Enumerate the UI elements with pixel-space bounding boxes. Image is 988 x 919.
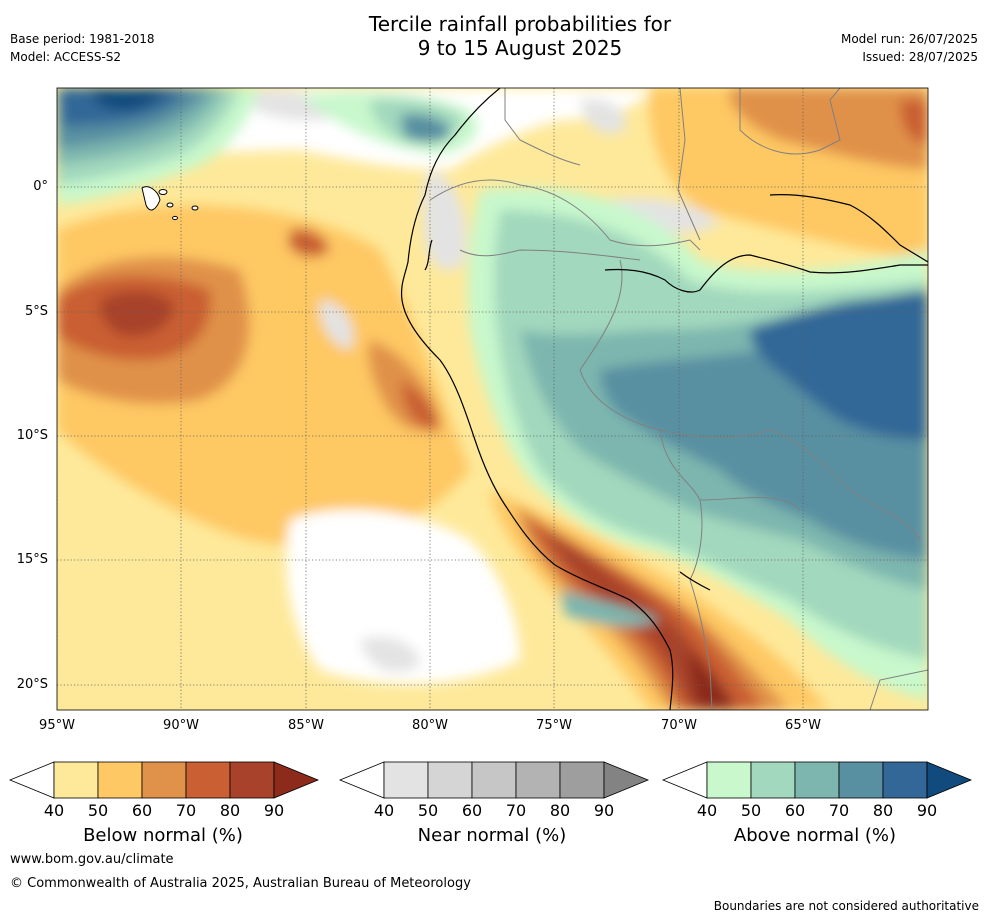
website-link: www.bom.gov.au/climate bbox=[10, 852, 174, 867]
near-normal-tick-40: 40 bbox=[373, 801, 395, 820]
below-normal-tick-50: 50 bbox=[87, 801, 109, 820]
model-name: Model: ACCESS-S2 bbox=[10, 50, 122, 64]
below-normal-tick-60: 60 bbox=[131, 801, 153, 820]
below-normal-tick-70: 70 bbox=[175, 801, 197, 820]
galapagos-islands bbox=[141, 186, 199, 221]
colorbar-near-normal bbox=[338, 761, 650, 799]
country-borders bbox=[429, 88, 928, 710]
issued-date: Issued: 28/07/2025 bbox=[862, 50, 978, 64]
below-normal-tick-40: 40 bbox=[43, 801, 65, 820]
above-normal-tick-50: 50 bbox=[740, 801, 762, 820]
lat-tick-10s: 10°S bbox=[16, 428, 48, 443]
below-normal-tick-80: 80 bbox=[219, 801, 241, 820]
lat-tick-15s: 15°S bbox=[16, 552, 48, 567]
above-normal-label: Above normal (%) bbox=[733, 825, 897, 846]
above-normal-tick-60: 60 bbox=[784, 801, 806, 820]
title-line-2: 9 to 15 August 2025 bbox=[417, 36, 623, 60]
map-panel bbox=[57, 88, 928, 710]
model-run: Model run: 26/07/2025 bbox=[840, 32, 978, 46]
page-title: Tercile rainfall probabilities for 9 to … bbox=[0, 12, 988, 60]
lon-tick-95w: 95°W bbox=[39, 718, 75, 733]
lon-tick-75w: 75°W bbox=[536, 718, 572, 733]
above-normal-tick-90: 90 bbox=[916, 801, 938, 820]
above-normal-tick-40: 40 bbox=[696, 801, 718, 820]
lat-tick-5s: 5°S bbox=[24, 304, 48, 319]
lon-tick-85w: 85°W bbox=[288, 718, 324, 733]
colorbar-below-normal bbox=[8, 761, 320, 799]
lon-tick-90w: 90°W bbox=[163, 718, 199, 733]
lon-tick-65w: 65°W bbox=[785, 718, 821, 733]
lat-tick-0: 0° bbox=[33, 179, 48, 194]
coastline bbox=[400, 88, 928, 710]
gridlines bbox=[57, 88, 928, 710]
probability-shading bbox=[57, 88, 928, 710]
near-normal-label: Near normal (%) bbox=[417, 825, 567, 846]
lat-tick-20s: 20°S bbox=[16, 677, 48, 692]
map-frame bbox=[56, 87, 929, 711]
near-normal-tick-80: 80 bbox=[549, 801, 571, 820]
above-normal-tick-70: 70 bbox=[828, 801, 850, 820]
title-line-1: Tercile rainfall probabilities for bbox=[368, 12, 672, 36]
above-normal-tick-80: 80 bbox=[872, 801, 894, 820]
below-normal-tick-90: 90 bbox=[263, 801, 285, 820]
boundaries-disclaimer: Boundaries are not considered authoritat… bbox=[713, 899, 979, 913]
colorbar-above-normal bbox=[661, 761, 973, 799]
near-normal-tick-60: 60 bbox=[461, 801, 483, 820]
below-normal-label: Below normal (%) bbox=[83, 825, 243, 846]
lon-tick-80w: 80°W bbox=[412, 718, 448, 733]
base-period: Base period: 1981-2018 bbox=[10, 32, 155, 46]
near-normal-tick-90: 90 bbox=[593, 801, 615, 820]
copyright-text: © Commonwealth of Australia 2025, Austra… bbox=[10, 876, 471, 891]
near-normal-tick-50: 50 bbox=[417, 801, 439, 820]
near-normal-tick-70: 70 bbox=[505, 801, 527, 820]
lon-tick-70w: 70°W bbox=[661, 718, 697, 733]
